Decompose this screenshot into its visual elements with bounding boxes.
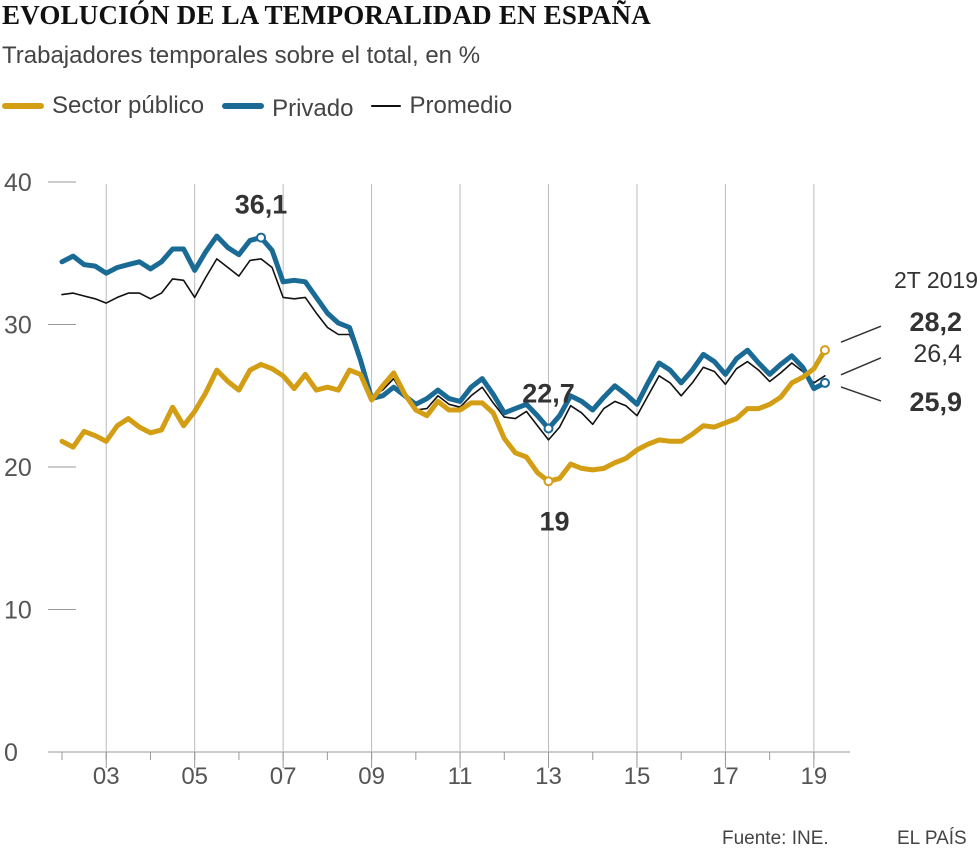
- y-tick-label: 40: [4, 169, 32, 197]
- x-tick-label: 17: [712, 763, 739, 790]
- leader-line-privado: [840, 386, 882, 402]
- chart-subtitle: Trabajadores temporales sobre el total, …: [2, 42, 481, 69]
- annotation-label: 28,2: [909, 307, 962, 337]
- data-point-marker: [819, 345, 830, 356]
- grid-layer: [48, 181, 850, 768]
- x-tick-label: 15: [624, 763, 651, 790]
- x-tick-label: 11: [448, 763, 473, 790]
- leader-line-promedio: [840, 357, 882, 376]
- x-tick-label: 19: [801, 763, 828, 790]
- legend-item-privado: Privado: [222, 92, 354, 122]
- legend-label-publico: Sector público: [52, 92, 205, 119]
- legend-swatch-promedio: [371, 105, 402, 107]
- legend-item-promedio: Promedio: [371, 92, 512, 120]
- leader-line-publico: [840, 325, 882, 343]
- series-layer: [59, 232, 830, 487]
- series-line-promedio: [61, 258, 826, 441]
- annotation-label: 19: [539, 506, 569, 536]
- annotation-label: 22,7: [522, 379, 575, 409]
- data-point-marker: [543, 423, 554, 434]
- x-tick-label: 09: [358, 763, 385, 790]
- label-layer: 0 10 20 30 40 03 05 07 09 11 13 15 17 19 36,1 22,7 19 2T …: [4, 169, 978, 790]
- series-line-privado: [59, 233, 828, 431]
- x-tick-label: 13: [535, 763, 562, 790]
- y-tick-label: 10: [4, 597, 32, 625]
- chart-title: EVOLUCIÓN DE LA TEMPORALIDAD EN ESPAÑA: [2, 0, 651, 30]
- data-point-marker: [543, 476, 554, 487]
- x-tick-label: 05: [181, 763, 208, 790]
- y-tick-label: 0: [4, 739, 18, 767]
- legend-label-promedio: Promedio: [409, 92, 513, 119]
- legend-label-privado: Privado: [272, 95, 354, 122]
- source-note: Fuente: INE.: [722, 828, 829, 849]
- series-line-publico: [59, 347, 828, 484]
- data-point-marker: [819, 377, 830, 388]
- annotation-label: 36,1: [235, 190, 288, 220]
- annotation-label: 25,9: [909, 387, 962, 417]
- y-tick-label: 30: [4, 312, 32, 340]
- legend-swatch-publico: [2, 103, 44, 109]
- x-tick-label: 03: [93, 763, 120, 790]
- y-tick-label: 20: [4, 454, 32, 482]
- line-chart: 0 10 20 30 40 03 05 07 09 11 13 15 17 19 36,1 22,7 19 2T …: [4, 169, 978, 790]
- brand-logo: EL PAÍS: [897, 828, 967, 849]
- legend-swatch-privado: [222, 103, 265, 109]
- x-tick-label: 07: [270, 763, 297, 790]
- legend: Sector público Privado Promedio: [2, 90, 530, 122]
- annotation-label: 2T 2019: [894, 267, 978, 293]
- legend-item-publico: Sector público: [2, 92, 204, 120]
- data-point-marker: [256, 232, 267, 243]
- annotation-label: 26,4: [913, 340, 962, 368]
